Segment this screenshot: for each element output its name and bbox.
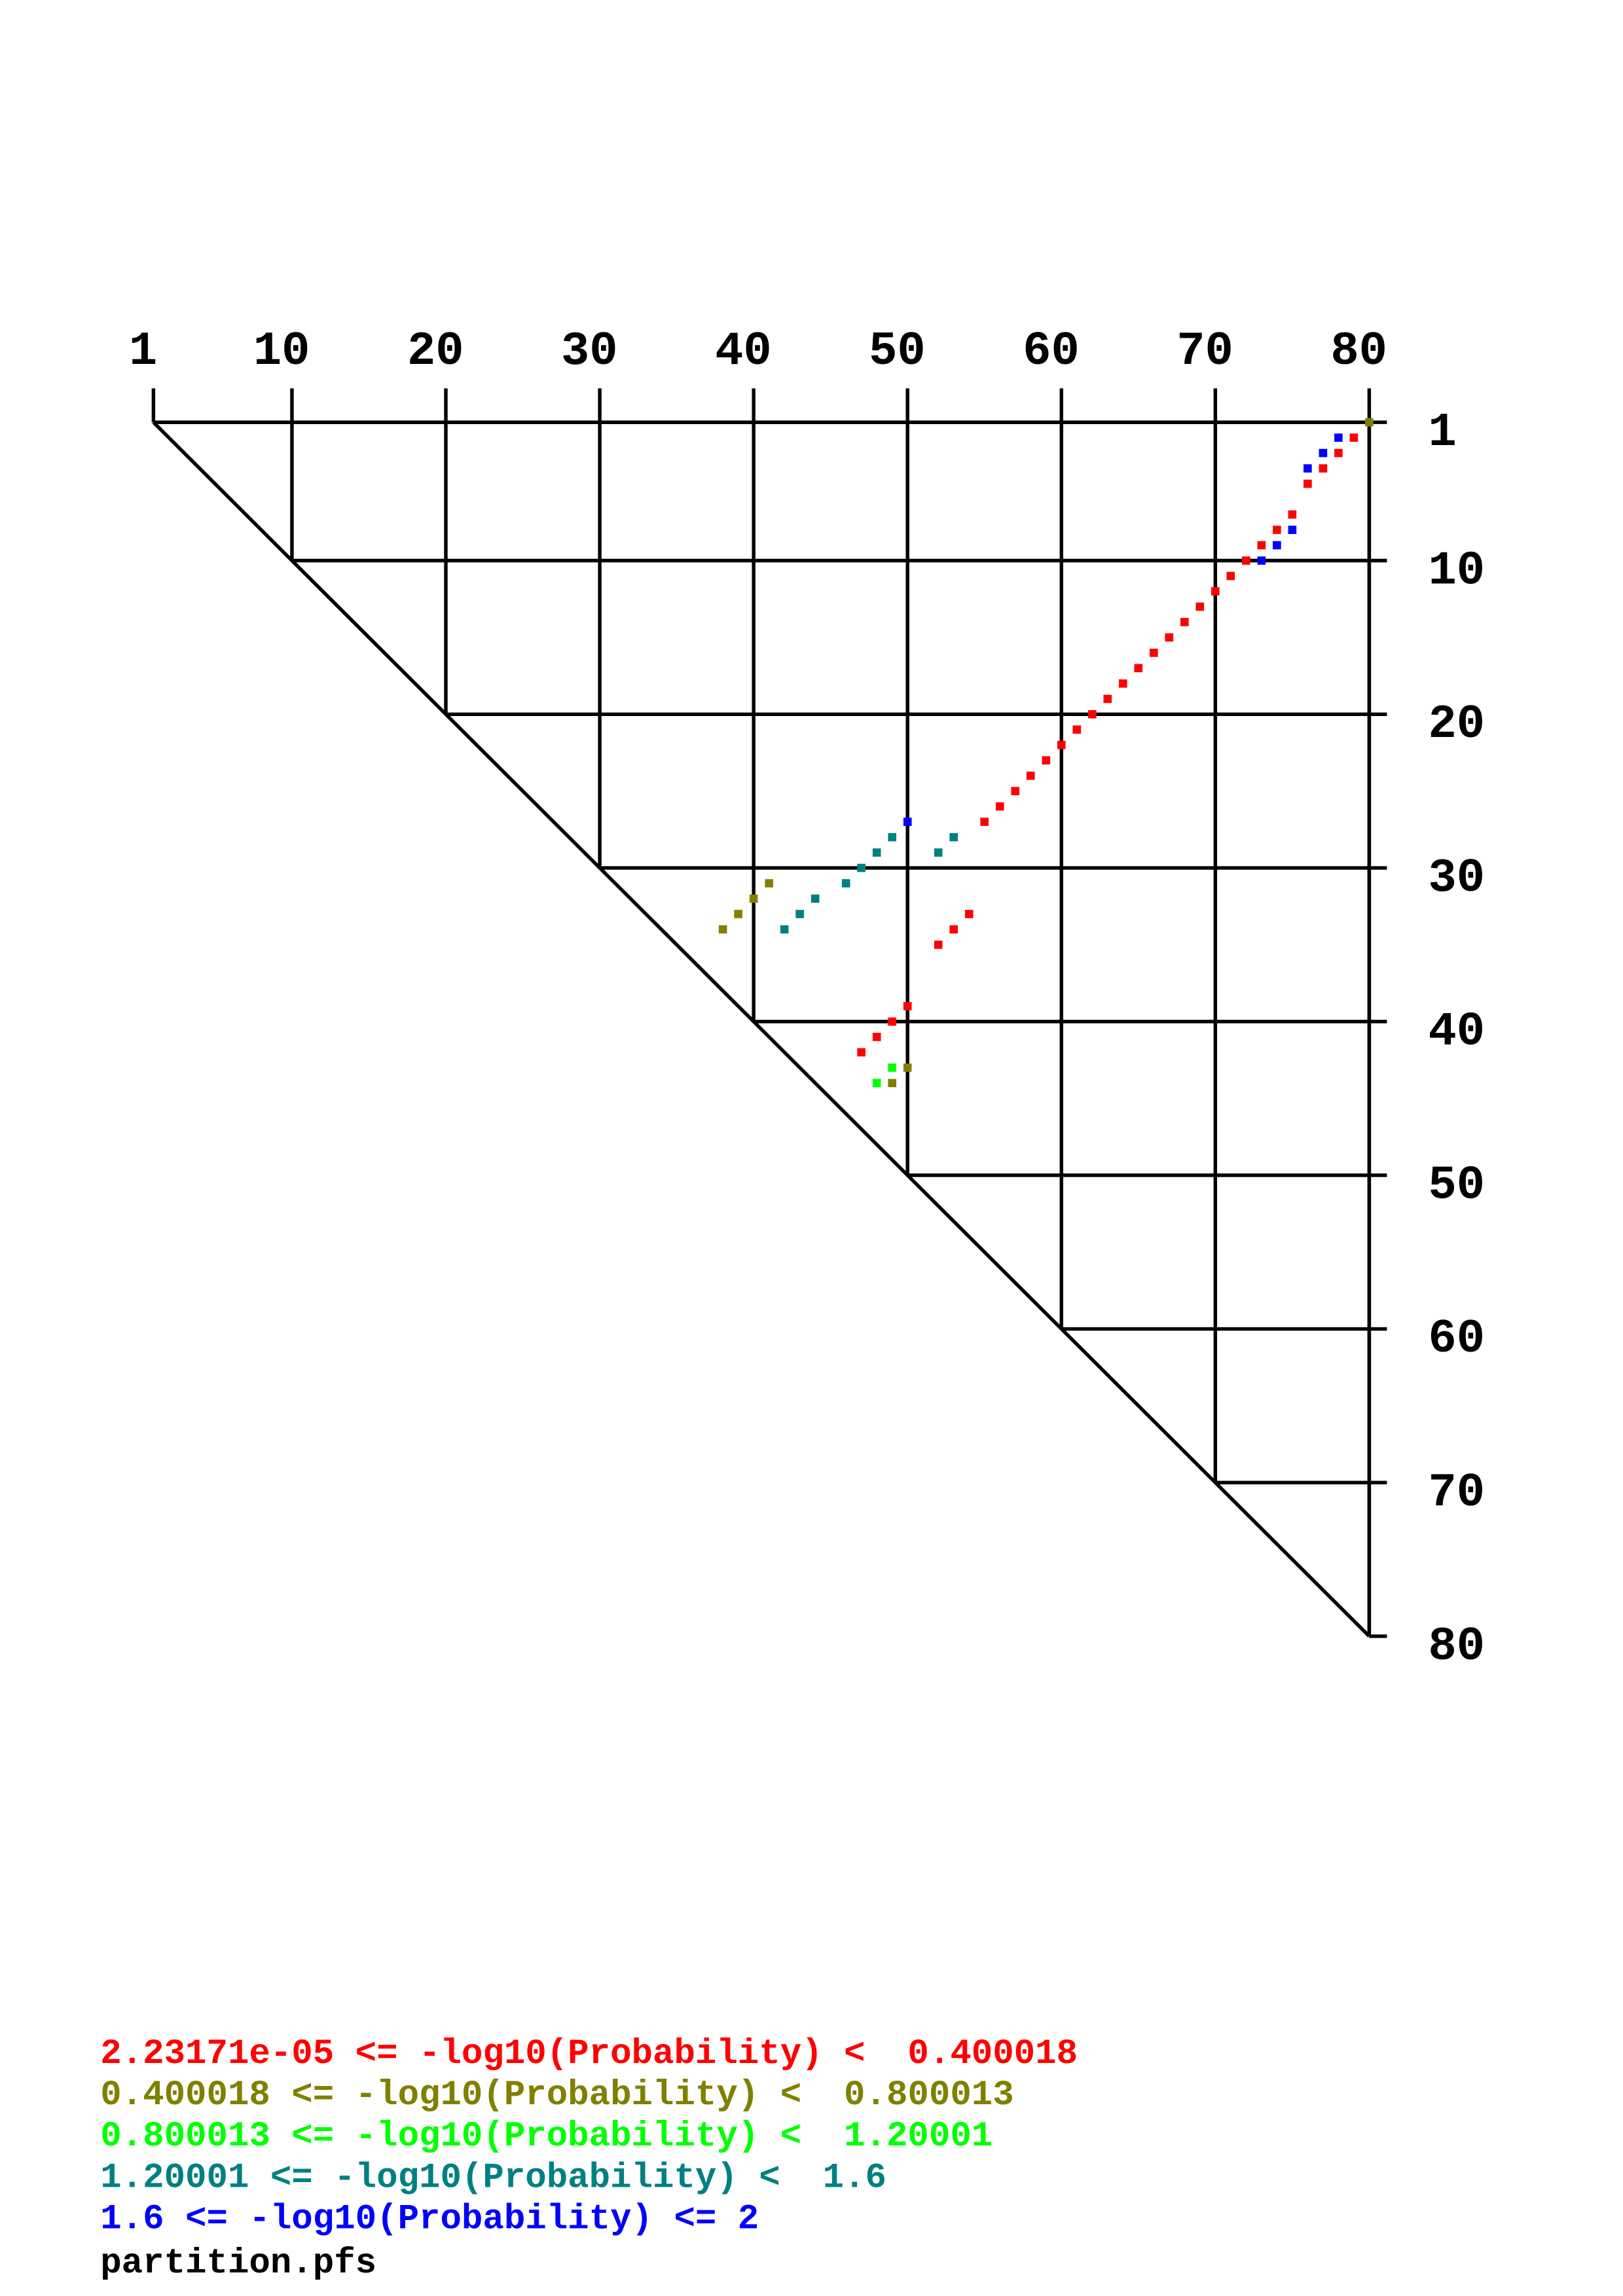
dot bbox=[872, 1033, 881, 1041]
dot bbox=[1180, 618, 1189, 626]
legend-entry: 1.6 <= -log10(Probability) <= 2 bbox=[100, 2199, 759, 2239]
legend-entry: 1.20001 <= -log10(Probability) < 1.6 bbox=[100, 2158, 886, 2198]
y-tick-label: 80 bbox=[1429, 1620, 1486, 1674]
dot bbox=[949, 833, 958, 842]
dot bbox=[1118, 679, 1127, 688]
dot bbox=[888, 1017, 896, 1026]
y-tick-label: 40 bbox=[1429, 1005, 1486, 1059]
dot bbox=[1057, 740, 1066, 749]
dot bbox=[1349, 433, 1359, 442]
y-tick-label: 20 bbox=[1429, 698, 1486, 751]
legend-entry: 0.800013 <= -log10(Probability) < 1.2000… bbox=[100, 2117, 993, 2157]
dot bbox=[795, 910, 804, 918]
dot bbox=[765, 879, 773, 888]
dot bbox=[734, 910, 742, 918]
x-tick-label: 40 bbox=[715, 325, 772, 378]
dot bbox=[888, 1063, 896, 1072]
frame-diagonal bbox=[152, 421, 1371, 1638]
dot bbox=[1134, 664, 1143, 673]
dot bbox=[1149, 649, 1158, 657]
dot bbox=[1072, 725, 1082, 734]
dot bbox=[903, 1063, 912, 1072]
dot bbox=[1211, 587, 1220, 596]
x-tick-label: 10 bbox=[253, 325, 310, 378]
dot bbox=[888, 833, 896, 842]
dot bbox=[934, 848, 943, 857]
dot bbox=[872, 1079, 881, 1088]
dot bbox=[1026, 771, 1035, 780]
dot bbox=[1319, 464, 1328, 473]
dot bbox=[1226, 571, 1235, 581]
y-tick-label: 70 bbox=[1429, 1466, 1486, 1520]
legend-entry: 2.23171e-05 <= -log10(Probability) < 0.4… bbox=[100, 2034, 1078, 2074]
y-tick-label: 10 bbox=[1429, 544, 1486, 598]
dot bbox=[1273, 541, 1281, 550]
dot bbox=[903, 817, 912, 826]
x-tick-label: 80 bbox=[1330, 325, 1387, 378]
dot bbox=[1195, 602, 1205, 611]
x-tick-label: 30 bbox=[561, 325, 618, 378]
x-tick-label: 1 bbox=[129, 325, 157, 378]
dot bbox=[980, 817, 989, 826]
dot bbox=[903, 1002, 912, 1011]
dot bbox=[1365, 418, 1374, 427]
dot bbox=[749, 894, 758, 903]
dot bbox=[934, 941, 943, 949]
dot bbox=[1042, 756, 1051, 765]
dot bbox=[1103, 694, 1112, 704]
x-tick-label: 50 bbox=[869, 325, 926, 378]
x-tick-label: 60 bbox=[1023, 325, 1080, 378]
x-tick-label: 20 bbox=[407, 325, 464, 378]
dot bbox=[1319, 448, 1328, 457]
dot bbox=[888, 1079, 896, 1088]
dot bbox=[1304, 479, 1312, 488]
dot bbox=[949, 925, 958, 934]
dot bbox=[1334, 448, 1343, 457]
dot bbox=[1288, 526, 1297, 534]
dot bbox=[1273, 526, 1281, 534]
y-tick-label: 60 bbox=[1429, 1312, 1486, 1366]
legend-entry: 0.400018 <= -log10(Probability) < 0.8000… bbox=[100, 2075, 1013, 2115]
y-tick-label: 1 bbox=[1429, 406, 1457, 459]
dot bbox=[1165, 633, 1174, 642]
file-label: partition.pfs bbox=[100, 2244, 376, 2284]
dot bbox=[1257, 556, 1266, 565]
dot bbox=[995, 802, 1004, 811]
dot bbox=[1304, 464, 1312, 473]
dot bbox=[964, 910, 974, 918]
dot bbox=[780, 925, 789, 934]
dot bbox=[1087, 709, 1097, 719]
x-tick-label: 70 bbox=[1176, 325, 1233, 378]
dot bbox=[857, 863, 866, 872]
dot bbox=[811, 894, 820, 903]
dot bbox=[1257, 541, 1266, 550]
dot bbox=[857, 1048, 866, 1057]
dot bbox=[718, 925, 727, 934]
dot bbox=[872, 848, 881, 857]
y-tick-label: 30 bbox=[1429, 852, 1486, 905]
dot bbox=[1334, 433, 1343, 442]
dot bbox=[1288, 510, 1297, 519]
dot bbox=[1242, 556, 1250, 565]
y-tick-label: 50 bbox=[1429, 1158, 1486, 1212]
dot bbox=[841, 879, 850, 888]
dot bbox=[1011, 787, 1020, 795]
